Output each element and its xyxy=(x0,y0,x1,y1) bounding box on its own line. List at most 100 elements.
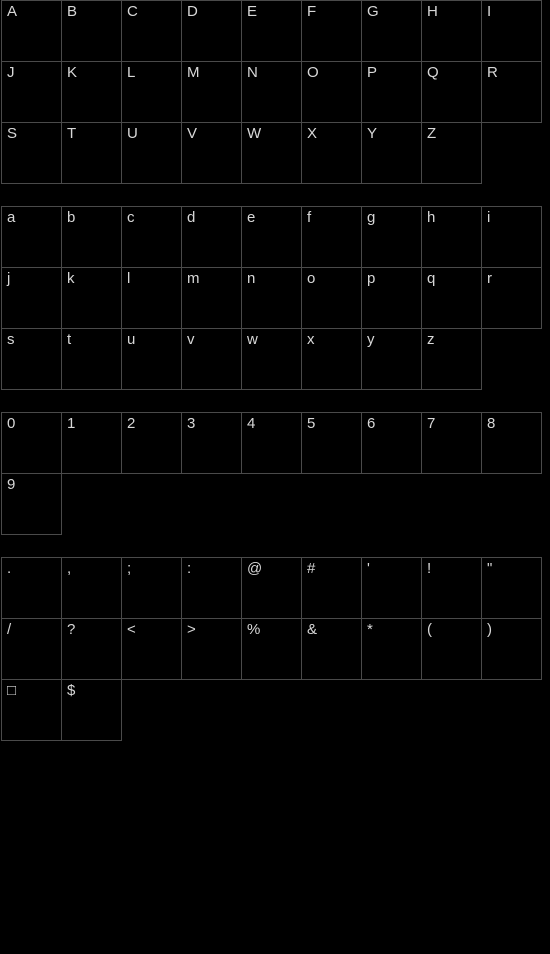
glyph-label: q xyxy=(427,271,435,286)
glyph-cell: & xyxy=(301,618,362,680)
glyph-cell: J xyxy=(1,61,62,123)
glyph-cell: i xyxy=(481,206,542,268)
glyph-label: m xyxy=(187,271,200,286)
glyph-cell: ' xyxy=(361,557,422,619)
glyph-cell: t xyxy=(61,328,122,390)
glyph-cell: 4 xyxy=(241,412,302,474)
glyph-cell: # xyxy=(301,557,362,619)
glyph-label: Y xyxy=(367,126,377,141)
glyph-cell: ! xyxy=(421,557,482,619)
glyph-cell: ( xyxy=(421,618,482,680)
glyph-label: x xyxy=(307,332,315,347)
glyph-cell: Q xyxy=(421,61,482,123)
glyph-cell: f xyxy=(301,206,362,268)
glyph-label: 0 xyxy=(7,416,15,431)
glyph-cell: . xyxy=(1,557,62,619)
glyph-cell: 0 xyxy=(1,412,62,474)
glyph-cell: p xyxy=(361,267,422,329)
glyph-label: # xyxy=(307,561,315,576)
glyph-label: N xyxy=(247,65,258,80)
glyph-label: $ xyxy=(67,683,75,698)
glyph-cell: > xyxy=(181,618,242,680)
glyph-cell: * xyxy=(361,618,422,680)
glyph-cell: B xyxy=(61,0,122,62)
glyph-label: n xyxy=(247,271,255,286)
glyph-cell: y xyxy=(361,328,422,390)
glyph-label: e xyxy=(247,210,255,225)
glyph-cell: F xyxy=(301,0,362,62)
glyph-label: t xyxy=(67,332,71,347)
glyph-cell: b xyxy=(61,206,122,268)
glyph-label: F xyxy=(307,4,316,19)
glyph-cell: C xyxy=(121,0,182,62)
glyph-label: , xyxy=(67,561,71,576)
glyph-label: D xyxy=(187,4,198,19)
glyph-label: □ xyxy=(7,683,16,698)
glyph-label: r xyxy=(487,271,492,286)
section-digits: 0123456789 xyxy=(1,412,542,535)
glyph-label: W xyxy=(247,126,261,141)
section-symbols: .,;:@#'!"/?<>%&*()□$ xyxy=(1,557,542,741)
glyph-label: H xyxy=(427,4,438,19)
glyph-label: g xyxy=(367,210,375,225)
glyph-label: : xyxy=(187,561,191,576)
glyph-label: 9 xyxy=(7,477,15,492)
glyph-label: E xyxy=(247,4,257,19)
glyph-label: ? xyxy=(67,622,75,637)
glyph-label: a xyxy=(7,210,15,225)
glyph-cell: / xyxy=(1,618,62,680)
glyph-cell: O xyxy=(301,61,362,123)
glyph-cell: L xyxy=(121,61,182,123)
glyph-label: b xyxy=(67,210,75,225)
glyph-label: ; xyxy=(127,561,131,576)
glyph-cell: I xyxy=(481,0,542,62)
glyph-label: > xyxy=(187,622,196,637)
glyph-label: o xyxy=(307,271,315,286)
glyph-cell: Z xyxy=(421,122,482,184)
glyph-label: h xyxy=(427,210,435,225)
glyph-label: 8 xyxy=(487,416,495,431)
glyph-cell: 1 xyxy=(61,412,122,474)
glyph-label: A xyxy=(7,4,17,19)
glyph-label: K xyxy=(67,65,77,80)
glyph-label: 7 xyxy=(427,416,435,431)
glyph-cell: M xyxy=(181,61,242,123)
glyph-label: R xyxy=(487,65,498,80)
glyph-label: v xyxy=(187,332,195,347)
glyph-label: 4 xyxy=(247,416,255,431)
glyph-label: i xyxy=(487,210,490,225)
glyph-cell: m xyxy=(181,267,242,329)
glyph-cell: ? xyxy=(61,618,122,680)
glyph-label: % xyxy=(247,622,260,637)
glyph-label: C xyxy=(127,4,138,19)
glyph-cell: R xyxy=(481,61,542,123)
glyph-cell: 2 xyxy=(121,412,182,474)
section-uppercase: ABCDEFGHIJKLMNOPQRSTUVWXYZ xyxy=(1,0,542,184)
glyph-cell: G xyxy=(361,0,422,62)
section-lowercase: abcdefghijklmnopqrstuvwxyz xyxy=(1,206,542,390)
glyph-label: I xyxy=(487,4,491,19)
glyph-label: " xyxy=(487,561,492,576)
glyph-cell: n xyxy=(241,267,302,329)
glyph-label: c xyxy=(127,210,135,225)
glyph-label: Z xyxy=(427,126,436,141)
glyph-label: u xyxy=(127,332,135,347)
glyph-cell: E xyxy=(241,0,302,62)
glyph-label: Q xyxy=(427,65,439,80)
glyph-cell: x xyxy=(301,328,362,390)
glyph-label: T xyxy=(67,126,76,141)
glyph-cell: H xyxy=(421,0,482,62)
glyph-cell: l xyxy=(121,267,182,329)
glyph-cell: e xyxy=(241,206,302,268)
glyph-cell: w xyxy=(241,328,302,390)
glyph-label: 5 xyxy=(307,416,315,431)
glyph-label: 3 xyxy=(187,416,195,431)
glyph-cell: □ xyxy=(1,679,62,741)
glyph-label: y xyxy=(367,332,375,347)
glyph-label: J xyxy=(7,65,15,80)
glyph-cell: ) xyxy=(481,618,542,680)
glyph-label: ( xyxy=(427,622,432,637)
glyph-cell: g xyxy=(361,206,422,268)
glyph-label: B xyxy=(67,4,77,19)
glyph-label: ) xyxy=(487,622,492,637)
